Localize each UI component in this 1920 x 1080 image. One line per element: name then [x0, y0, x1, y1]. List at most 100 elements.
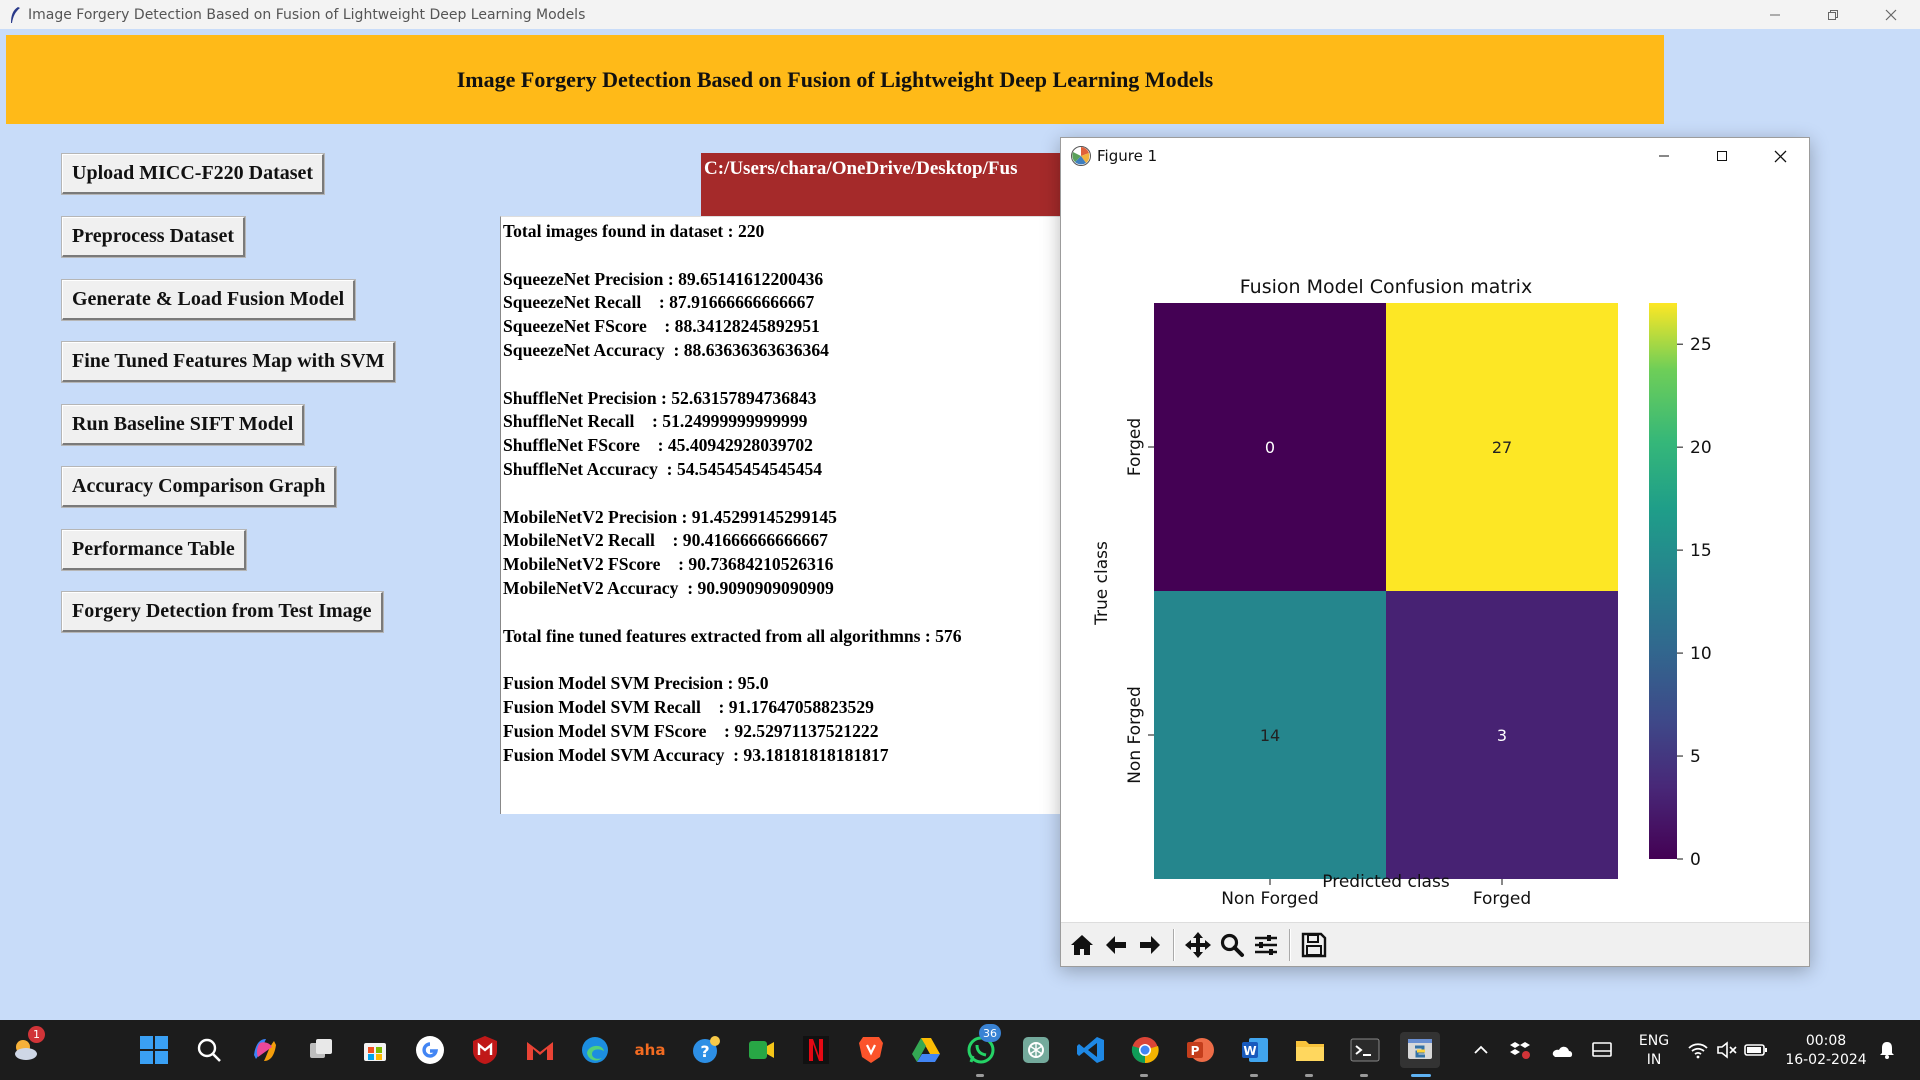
- result-line: SqueezeNet Accuracy : 88.63636363636364: [503, 339, 829, 360]
- main-window-title: Image Forgery Detection Based on Fusion …: [28, 6, 586, 23]
- aha-icon[interactable]: aha: [632, 1032, 668, 1068]
- language-code: ENG: [1638, 1033, 1670, 1049]
- netflix-icon[interactable]: [798, 1032, 834, 1068]
- result-line: MobileNetV2 FScore : 90.73684210526316: [503, 554, 834, 575]
- colorbar-tick-label: 20: [1690, 438, 1712, 458]
- running-indicator: [1360, 1074, 1368, 1077]
- minimize-button[interactable]: [1746, 0, 1804, 29]
- notifications-bell-icon[interactable]: [1872, 1032, 1902, 1068]
- result-line: ShuffleNet Recall : 51.24999999999999: [503, 411, 808, 432]
- start-icon[interactable]: [136, 1032, 172, 1068]
- matplotlib-icon: [1071, 146, 1091, 166]
- fine-tuned-svm-button[interactable]: Fine Tuned Features Map with SVM: [60, 341, 397, 383]
- header-title: Image Forgery Detection Based on Fusion …: [456, 66, 1214, 92]
- save-icon[interactable]: [1297, 928, 1331, 962]
- baseline-sift-button[interactable]: Run Baseline SIFT Model: [60, 404, 306, 446]
- performance-table-button[interactable]: Performance Table: [61, 529, 247, 571]
- results-text-area[interactable]: Total images found in dataset : 220 Sque…: [500, 216, 1061, 814]
- google-icon[interactable]: [412, 1032, 448, 1068]
- powerpoint-icon[interactable]: P: [1182, 1032, 1218, 1068]
- camo-icon[interactable]: [743, 1032, 779, 1068]
- colorbar-tick-label: 25: [1690, 335, 1712, 355]
- back-icon[interactable]: [1099, 928, 1133, 962]
- microsoft-store-icon[interactable]: [357, 1032, 393, 1068]
- preprocess-dataset-button[interactable]: Preprocess Dataset: [61, 216, 246, 258]
- battery-icon[interactable]: [1741, 1032, 1771, 1068]
- weather-badge: 1: [28, 1026, 45, 1043]
- result-line: SqueezeNet FScore : 88.34128245892951: [503, 316, 820, 337]
- result-line: Fusion Model SVM Recall : 91.17647058823…: [503, 696, 874, 717]
- gmail-icon[interactable]: [522, 1032, 558, 1068]
- python-app-icon[interactable]: [1400, 1032, 1440, 1068]
- result-line: [503, 244, 1061, 268]
- volume-muted-icon[interactable]: [1712, 1032, 1742, 1068]
- figure-maximize-button[interactable]: [1693, 138, 1751, 174]
- vscode-icon[interactable]: [1073, 1032, 1109, 1068]
- onedrive-tray-icon[interactable]: [1547, 1032, 1577, 1068]
- heatmap-cell: [1154, 303, 1386, 591]
- running-indicator: [1305, 1074, 1313, 1077]
- terminal-icon[interactable]: [1347, 1032, 1383, 1068]
- weather-widget-icon[interactable]: [8, 1032, 44, 1068]
- upload-dataset-button[interactable]: Upload MICC-F220 Dataset: [60, 153, 326, 195]
- figure-title: Figure 1: [1097, 147, 1158, 165]
- word-icon[interactable]: W: [1237, 1032, 1273, 1068]
- generate-fusion-model-button[interactable]: Generate & Load Fusion Model: [60, 279, 357, 321]
- figure-toolbar: [1061, 922, 1809, 966]
- running-indicator: [1140, 1074, 1148, 1077]
- windows-taskbar: 1 aha ? 36: [0, 1020, 1920, 1080]
- y-tick-label: Non Forged: [1125, 686, 1145, 784]
- get-help-icon[interactable]: ?: [688, 1032, 724, 1068]
- pan-icon[interactable]: [1181, 928, 1215, 962]
- copilot-icon[interactable]: [247, 1032, 283, 1068]
- dropbox-tray-icon[interactable]: [1505, 1032, 1535, 1068]
- edge-icon[interactable]: [577, 1032, 613, 1068]
- configure-icon[interactable]: [1249, 928, 1283, 962]
- chrome-icon[interactable]: [1127, 1032, 1163, 1068]
- figure-titlebar: Figure 1: [1061, 138, 1809, 174]
- google-drive-icon[interactable]: [908, 1032, 944, 1068]
- result-line: Fusion Model SVM Precision : 95.0: [503, 673, 769, 694]
- colorbar: [1649, 303, 1677, 859]
- y-axis-label: True class: [1092, 541, 1112, 626]
- result-line: MobileNetV2 Recall : 90.41666666666667: [503, 530, 828, 551]
- forgery-detection-button[interactable]: Forgery Detection from Test Image: [61, 591, 384, 633]
- cell-value-label: 27: [1492, 438, 1512, 457]
- figure-close-button[interactable]: [1751, 138, 1809, 174]
- display-tray-icon[interactable]: [1587, 1032, 1617, 1068]
- restore-button[interactable]: [1804, 0, 1862, 29]
- x-tick-label: Non Forged: [1221, 889, 1319, 909]
- x-axis-label: Predicted class: [1322, 872, 1450, 892]
- zoom-icon[interactable]: [1215, 928, 1249, 962]
- heatmap-cell: [1154, 591, 1386, 879]
- heatmap-cell: [1386, 591, 1618, 879]
- home-icon[interactable]: [1065, 928, 1099, 962]
- heatmap-cell: [1386, 303, 1618, 591]
- svg-text:aha: aha: [635, 1041, 666, 1059]
- active-app-indicator: [1411, 1074, 1431, 1077]
- chatgpt-icon[interactable]: [1018, 1032, 1054, 1068]
- toolbar-separator-2: [1289, 928, 1291, 961]
- confusion-matrix-chart: Fusion Model Confusion matrix 0 27 14 3 Non…: [1092, 276, 1712, 909]
- running-indicator: [976, 1074, 984, 1077]
- language-indicator[interactable]: ENG IN: [1634, 1032, 1674, 1070]
- result-line: ShuffleNet Precision : 52.63157894736843: [503, 387, 817, 408]
- tray-overflow-chevron-icon[interactable]: [1466, 1032, 1496, 1068]
- task-view-icon[interactable]: [303, 1032, 339, 1068]
- file-explorer-icon[interactable]: [1292, 1032, 1328, 1068]
- running-indicator: [1250, 1074, 1258, 1077]
- svg-text:W: W: [1243, 1044, 1256, 1058]
- clock[interactable]: 00:08 16-02-2024: [1780, 1032, 1872, 1070]
- forward-icon[interactable]: [1133, 928, 1167, 962]
- mcafee-icon[interactable]: [467, 1032, 503, 1068]
- svg-text:?: ?: [700, 1042, 709, 1061]
- wifi-icon[interactable]: [1683, 1032, 1713, 1068]
- accuracy-graph-button[interactable]: Accuracy Comparison Graph: [60, 466, 338, 508]
- region-code: IN: [1646, 1052, 1662, 1068]
- result-line: SqueezeNet Precision : 89.65141612200436: [503, 268, 824, 289]
- search-icon[interactable]: [191, 1032, 227, 1068]
- figure-minimize-button[interactable]: [1635, 138, 1693, 174]
- brave-icon[interactable]: [853, 1032, 889, 1068]
- figure-window: Figure 1 Fusion Model Confusion matrix 0…: [1060, 137, 1810, 967]
- close-button[interactable]: [1862, 0, 1920, 29]
